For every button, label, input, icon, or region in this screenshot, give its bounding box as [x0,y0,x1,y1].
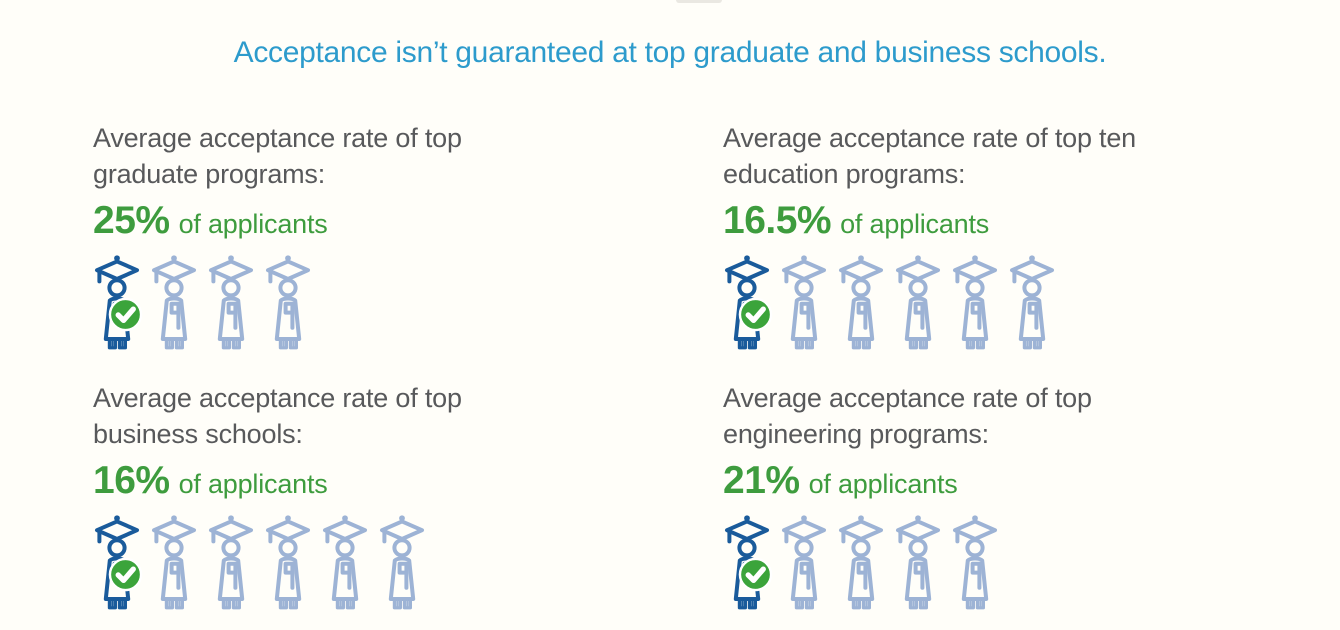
checkmark-badge-icon [108,297,143,332]
graduate-accepted-icon [723,514,773,612]
stat-label-line1: Average acceptance rate of top [723,383,1092,413]
graduate-applicant-icon [321,514,369,612]
graduate-applicant-icon [780,254,828,352]
stat-label-line2: engineering programs: [723,419,989,449]
stat-label: Average acceptance rate of top engineeri… [723,380,1340,452]
stat-label: Average acceptance rate of top graduate … [93,120,718,192]
stat-value-line: 25% of applicants [93,199,718,243]
stat-suffix: of applicants [178,209,328,239]
graduate-applicant-icon [837,254,885,352]
checkmark-badge-icon [738,297,773,332]
graduate-applicant-icon [264,514,312,612]
pictograph-row [723,514,1340,612]
graduate-applicant-icon [264,254,312,352]
stat-value: 16.5% [723,199,832,242]
stat-value: 25% [93,199,170,242]
stat-label: Average acceptance rate of top ten educa… [723,120,1340,192]
stat-value-line: 21% of applicants [723,459,1340,503]
graduate-applicant-icon [951,514,999,612]
stat-value-line: 16% of applicants [93,459,718,503]
stat-top-business-schools: Average acceptance rate of top business … [93,380,718,612]
checkmark-badge-icon [108,557,143,592]
graduate-applicant-icon [894,254,942,352]
graduate-accepted-icon [93,514,143,612]
stat-suffix: of applicants [808,469,958,499]
stat-top-graduate-programs: Average acceptance rate of top graduate … [93,120,718,352]
pictograph-row [723,254,1340,352]
stat-suffix: of applicants [840,209,990,239]
graduate-applicant-icon [378,514,426,612]
graduate-applicant-icon [951,254,999,352]
stat-label: Average acceptance rate of top business … [93,380,718,452]
checkmark-badge-icon [738,557,773,592]
graduate-applicant-icon [150,514,198,612]
graduate-applicant-icon [780,514,828,612]
graduate-applicant-icon [150,254,198,352]
graduate-applicant-icon [207,514,255,612]
stat-label-line2: education programs: [723,159,966,189]
stat-label-line1: Average acceptance rate of top ten [723,123,1136,153]
graduate-accepted-icon [723,254,773,352]
stat-label-line1: Average acceptance rate of top [93,123,462,153]
stat-label-line2: business schools: [93,419,303,449]
stat-top-ten-education-programs: Average acceptance rate of top ten educa… [723,120,1340,352]
graduate-applicant-icon [1008,254,1056,352]
graduate-accepted-icon [93,254,143,352]
stat-label-line2: graduate programs: [93,159,326,189]
graduate-applicant-icon [207,254,255,352]
graduate-applicant-icon [837,514,885,612]
page-title: Acceptance isn’t guaranteed at top gradu… [233,36,1107,69]
stat-value-line: 16.5% of applicants [723,199,1340,243]
cropped-graphic-artifact [676,0,722,3]
stat-label-line1: Average acceptance rate of top [93,383,462,413]
pictograph-row [93,514,718,612]
pictograph-row [93,254,718,352]
stat-value: 16% [93,459,170,502]
stat-suffix: of applicants [178,469,328,499]
stat-top-engineering-programs: Average acceptance rate of top engineeri… [723,380,1340,612]
stat-value: 21% [723,459,800,502]
graduate-applicant-icon [894,514,942,612]
